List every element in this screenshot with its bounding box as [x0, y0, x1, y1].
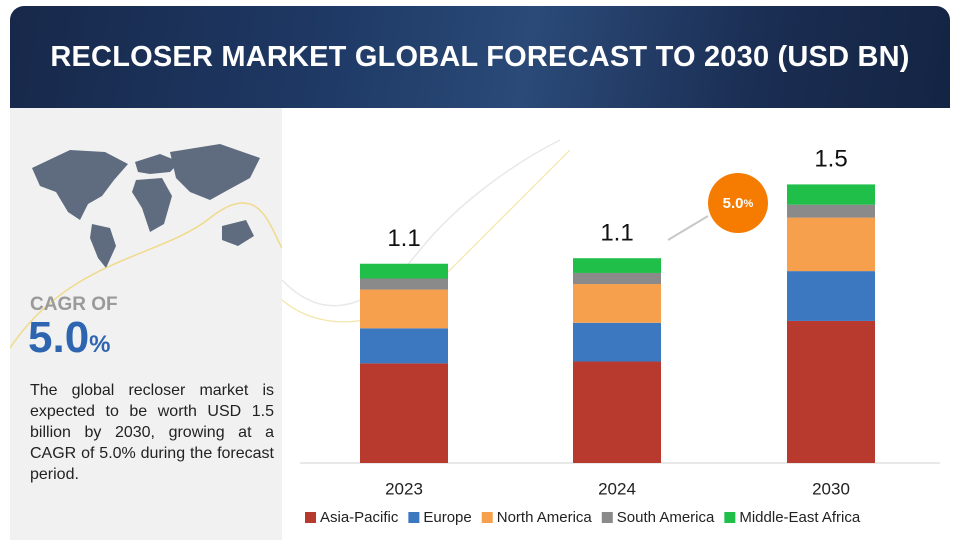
bar-segment	[360, 263, 448, 279]
world-map	[10, 144, 282, 349]
bar-segment	[573, 258, 661, 273]
legend-label: North America	[497, 509, 593, 526]
cagr-badge	[708, 173, 768, 233]
header-banner: RECLOSER MARKET GLOBAL FORECAST TO 2030 …	[10, 6, 950, 108]
cagr-value: 5.0%	[28, 313, 111, 363]
cagr-number: 5.0	[28, 313, 90, 362]
bar-segment	[787, 217, 875, 272]
legend-label: South America	[617, 509, 715, 526]
title: RECLOSER MARKET GLOBAL FORECAST TO 2030 …	[50, 40, 910, 73]
bar-segment	[360, 363, 448, 463]
total-label: 1.5	[814, 146, 847, 173]
total-label: 1.1	[387, 225, 420, 252]
legend-swatch	[408, 512, 420, 523]
legend-swatch	[305, 512, 316, 523]
badge-unit: %	[744, 198, 754, 210]
bar-segment	[573, 272, 661, 285]
sidebar: CAGR OF 5.0% The global recloser market …	[10, 108, 282, 540]
badge-text: 5.0%	[723, 195, 754, 212]
badge-number: 5.0	[723, 195, 744, 212]
legend-label: Middle-East Africa	[739, 509, 861, 526]
decor-curve	[281, 139, 561, 307]
cagr-unit: %	[89, 331, 111, 358]
legend-swatch	[724, 512, 736, 523]
bar-segment	[360, 278, 448, 290]
legend-label: Europe	[423, 509, 471, 526]
bar-segment	[787, 320, 875, 463]
description: The global recloser market is expected t…	[30, 382, 274, 483]
bar-segment	[787, 204, 875, 218]
legend-label: Asia-Pacific	[320, 509, 399, 526]
total-label: 1.1	[600, 220, 633, 247]
cagr-label: CAGR OF	[30, 294, 118, 315]
bar-segment	[360, 328, 448, 364]
bar-segment	[573, 284, 661, 323]
x-tick-label: 2023	[385, 479, 423, 498]
arrow	[667, 215, 709, 241]
x-tick-label: 2030	[812, 479, 850, 498]
bar-segment	[787, 184, 875, 205]
bar-segment	[360, 289, 448, 329]
x-tick-label: 2024	[598, 479, 636, 498]
legend-swatch	[481, 512, 493, 523]
bar-segment	[573, 322, 661, 362]
bar-segment	[787, 271, 875, 321]
bar-segment	[573, 361, 661, 463]
legend-swatch	[601, 512, 613, 523]
